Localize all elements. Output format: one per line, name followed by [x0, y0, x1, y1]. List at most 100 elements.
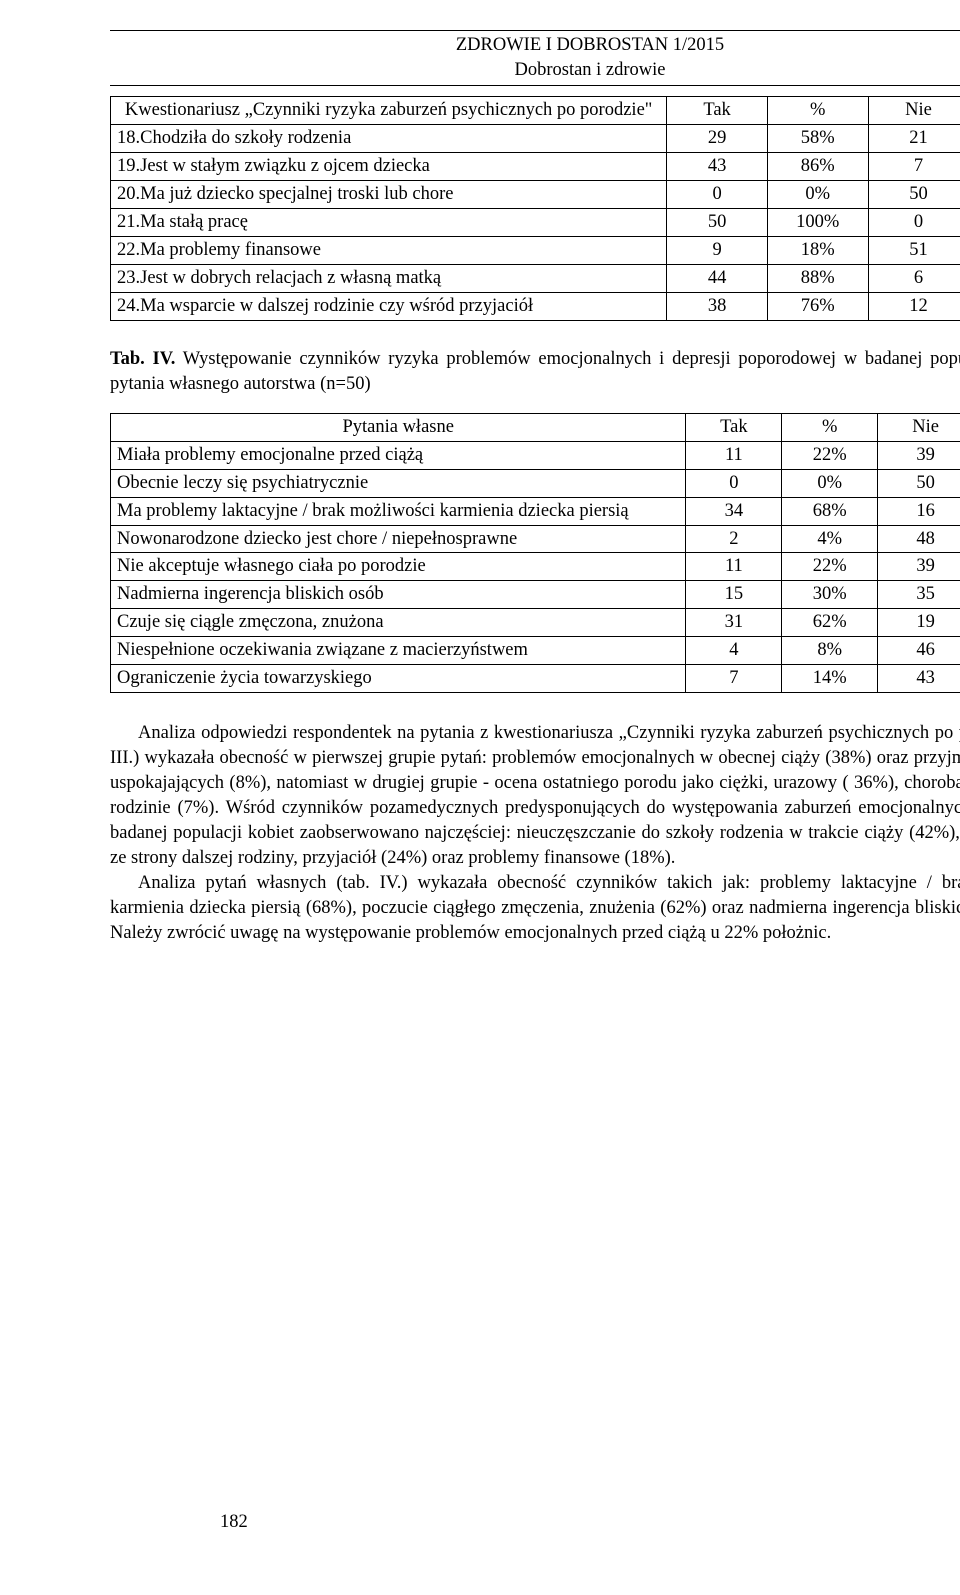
- table-header-row: Kwestionariusz „Czynniki ryzyka zaburzeń…: [111, 96, 960, 124]
- cell-pct-tak: 8%: [782, 637, 878, 665]
- table-header-row: Pytania własne Tak % Nie %: [111, 413, 960, 441]
- running-head-line2: Dobrostan i zdrowie: [110, 58, 960, 86]
- table4-caption: Tab. IV. Występowanie czynników ryzyka p…: [110, 347, 960, 397]
- table2-body: Miała problemy emocjonalne przed ciążą11…: [111, 441, 960, 693]
- cell-label: 23.Jest w dobrych relacjach z własną mat…: [111, 264, 667, 292]
- cell-nie: 0: [868, 208, 960, 236]
- cell-nie: 19: [878, 609, 960, 637]
- cell-tak: 4: [686, 637, 782, 665]
- cell-pct-tak: 0%: [767, 180, 868, 208]
- cell-tak: 43: [667, 152, 768, 180]
- th-pct: %: [767, 96, 868, 124]
- cell-nie: 12: [868, 292, 960, 320]
- cell-nie: 39: [878, 553, 960, 581]
- table-row: Ograniczenie życia towarzyskiego714%4386…: [111, 665, 960, 693]
- cell-nie: 35: [878, 581, 960, 609]
- cell-pct-tak: 22%: [782, 553, 878, 581]
- table-row: Nie akceptuje własnego ciała po porodzie…: [111, 553, 960, 581]
- cell-pct-tak: 62%: [782, 609, 878, 637]
- cell-pct-tak: 18%: [767, 236, 868, 264]
- table-row: Ma problemy laktacyjne / brak możliwości…: [111, 497, 960, 525]
- cell-pct-tak: 58%: [767, 124, 868, 152]
- cell-tak: 0: [667, 180, 768, 208]
- cell-tak: 7: [686, 665, 782, 693]
- cell-label: Nadmierna ingerencja bliskich osób: [111, 581, 686, 609]
- cell-tak: 11: [686, 553, 782, 581]
- th-pct: %: [782, 413, 878, 441]
- cell-tak: 38: [667, 292, 768, 320]
- cell-label: 22.Ma problemy finansowe: [111, 236, 667, 264]
- cell-pct-tak: 86%: [767, 152, 868, 180]
- cell-nie: 46: [878, 637, 960, 665]
- cell-nie: 48: [878, 525, 960, 553]
- cell-tak: 2: [686, 525, 782, 553]
- cell-nie: 16: [878, 497, 960, 525]
- body-paragraph-1: Analiza odpowiedzi respondentek na pytan…: [110, 721, 960, 871]
- running-head: ZDROWIE I DOBROSTAN 1/2015 Dobrostan i z…: [110, 30, 960, 86]
- table-row: Nowonarodzone dziecko jest chore / niepe…: [111, 525, 960, 553]
- th-tak: Tak: [686, 413, 782, 441]
- cell-pct-tak: 76%: [767, 292, 868, 320]
- cell-tak: 29: [667, 124, 768, 152]
- cell-label: Nowonarodzone dziecko jest chore / niepe…: [111, 525, 686, 553]
- table-row: Obecnie leczy się psychiatrycznie00%5010…: [111, 469, 960, 497]
- table-row: Niespełnione oczekiwania związane z maci…: [111, 637, 960, 665]
- th-tak: Tak: [667, 96, 768, 124]
- cell-pct-tak: 0%: [782, 469, 878, 497]
- cell-label: Nie akceptuje własnego ciała po porodzie: [111, 553, 686, 581]
- th-nie: Nie: [878, 413, 960, 441]
- cell-label: 20.Ma już dziecko specjalnej troski lub …: [111, 180, 667, 208]
- table-row: 19.Jest w stałym związku z ojcem dziecka…: [111, 152, 960, 180]
- cell-label: 19.Jest w stałym związku z ojcem dziecka: [111, 152, 667, 180]
- cell-nie: 6: [868, 264, 960, 292]
- cell-tak: 31: [686, 609, 782, 637]
- body-paragraph-2: Analiza pytań własnych (tab. IV.) wykaza…: [110, 871, 960, 946]
- cell-label: Ma problemy laktacyjne / brak możliwości…: [111, 497, 686, 525]
- cell-tak: 15: [686, 581, 782, 609]
- th-label: Pytania własne: [111, 413, 686, 441]
- cell-nie: 50: [878, 469, 960, 497]
- cell-label: Obecnie leczy się psychiatrycznie: [111, 469, 686, 497]
- cell-nie: 39: [878, 441, 960, 469]
- table-row: 24.Ma wsparcie w dalszej rodzinie czy wś…: [111, 292, 960, 320]
- table-row: 21.Ma stałą pracę50100%00%: [111, 208, 960, 236]
- th-nie: Nie: [868, 96, 960, 124]
- cell-label: 24.Ma wsparcie w dalszej rodzinie czy wś…: [111, 292, 667, 320]
- cell-label: Czuje się ciągle zmęczona, znużona: [111, 609, 686, 637]
- cell-pct-tak: 4%: [782, 525, 878, 553]
- table-row: 22.Ma problemy finansowe918%5182%: [111, 236, 960, 264]
- cell-nie: 43: [878, 665, 960, 693]
- cell-tak: 11: [686, 441, 782, 469]
- cell-pct-tak: 30%: [782, 581, 878, 609]
- cell-tak: 34: [686, 497, 782, 525]
- cell-tak: 50: [667, 208, 768, 236]
- table-kwestionariusz: Kwestionariusz „Czynniki ryzyka zaburzeń…: [110, 96, 960, 321]
- cell-pct-tak: 68%: [782, 497, 878, 525]
- cell-nie: 50: [868, 180, 960, 208]
- table-row: Czuje się ciągle zmęczona, znużona3162%1…: [111, 609, 960, 637]
- cell-tak: 44: [667, 264, 768, 292]
- running-head-line1: ZDROWIE I DOBROSTAN 1/2015: [110, 30, 960, 58]
- page-number: 182: [220, 1510, 248, 1535]
- cell-tak: 9: [667, 236, 768, 264]
- cell-label: Ograniczenie życia towarzyskiego: [111, 665, 686, 693]
- caption-rest: Występowanie czynników ryzyka problemów …: [110, 349, 960, 394]
- cell-pct-tak: 22%: [782, 441, 878, 469]
- cell-label: Miała problemy emocjonalne przed ciążą: [111, 441, 686, 469]
- cell-nie: 51: [868, 236, 960, 264]
- cell-label: 21.Ma stałą pracę: [111, 208, 667, 236]
- table-row: Miała problemy emocjonalne przed ciążą11…: [111, 441, 960, 469]
- cell-pct-tak: 88%: [767, 264, 868, 292]
- cell-pct-tak: 14%: [782, 665, 878, 693]
- cell-pct-tak: 100%: [767, 208, 868, 236]
- cell-nie: 7: [868, 152, 960, 180]
- th-label: Kwestionariusz „Czynniki ryzyka zaburzeń…: [111, 96, 667, 124]
- table-pytania-wlasne: Pytania własne Tak % Nie % Miała problem…: [110, 413, 960, 694]
- table-row: Nadmierna ingerencja bliskich osób1530%3…: [111, 581, 960, 609]
- table-row: 20.Ma już dziecko specjalnej troski lub …: [111, 180, 960, 208]
- table1-body: 18.Chodziła do szkoły rodzenia2958%2142%…: [111, 124, 960, 320]
- cell-nie: 21: [868, 124, 960, 152]
- caption-bold: Tab. IV.: [110, 349, 175, 369]
- table-row: 18.Chodziła do szkoły rodzenia2958%2142%: [111, 124, 960, 152]
- cell-label: 18.Chodziła do szkoły rodzenia: [111, 124, 667, 152]
